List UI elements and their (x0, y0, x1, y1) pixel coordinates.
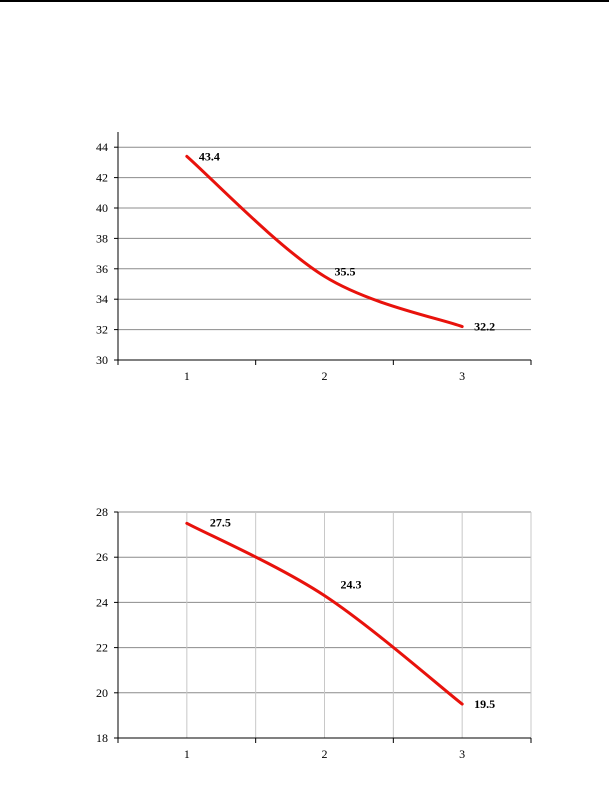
y-tick-label: 36 (96, 262, 108, 276)
data-label: 19.5 (474, 697, 495, 711)
y-tick-label: 28 (96, 505, 108, 519)
x-tick-label: 2 (322, 747, 328, 761)
chart-2: 18 20 22 24 26 28 1 2 3 27.5 24.3 19.5 (96, 505, 532, 761)
y-tick-label: 42 (96, 171, 108, 185)
y-tick-label: 24 (96, 595, 108, 609)
x-tick-label: 3 (459, 747, 465, 761)
y-tick-label: 20 (96, 686, 108, 700)
chart-1: 30 32 34 36 38 40 42 44 1 2 3 43.4 35.5 32.2 (96, 132, 532, 383)
y-tick-label: 34 (96, 292, 108, 306)
data-label: 32.2 (474, 320, 495, 334)
x-tick-label: 1 (184, 369, 190, 383)
page-top-rule (0, 0, 609, 2)
x-tick-label: 2 (322, 369, 328, 383)
data-label: 27.5 (210, 515, 231, 529)
y-tick-label: 30 (96, 353, 108, 367)
series-line (185, 154, 464, 329)
x-tick-label: 1 (184, 747, 190, 761)
y-tick-label: 44 (96, 140, 108, 154)
y-tick-label: 38 (96, 231, 108, 245)
data-label: 24.3 (341, 578, 362, 592)
series-line (185, 521, 464, 706)
y-tick-label: 26 (96, 550, 108, 564)
y-tick-label: 40 (96, 201, 108, 215)
x-tick-label: 3 (459, 369, 465, 383)
y-tick-label: 18 (96, 731, 108, 745)
y-tick-label: 22 (96, 641, 108, 655)
y-tick-label: 32 (96, 323, 108, 337)
data-label: 43.4 (199, 149, 220, 163)
data-label: 35.5 (335, 264, 356, 278)
